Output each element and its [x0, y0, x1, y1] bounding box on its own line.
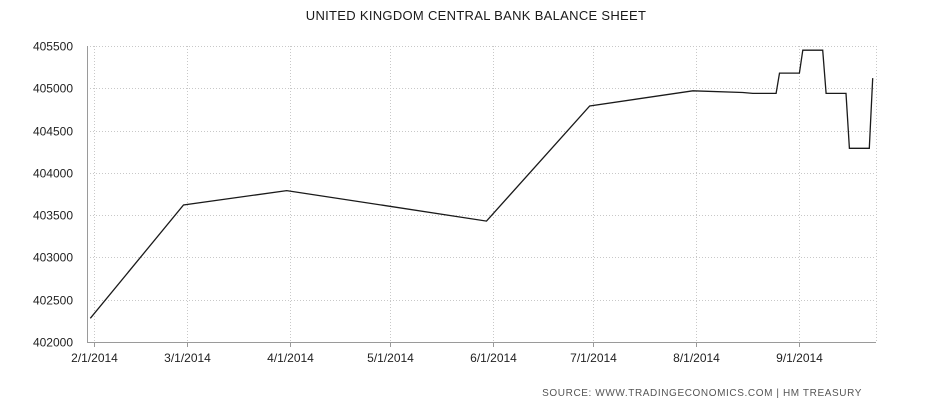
y-tick-label: 404000 — [33, 167, 73, 181]
y-tick-label: 402500 — [33, 294, 73, 308]
x-axis-tick-labels: 2/1/2014 3/1/2014 4/1/2014 5/1/2014 6/1/2014… — [71, 351, 823, 365]
x-tick-label: 3/1/2014 — [164, 351, 211, 365]
y-tick-label: 403000 — [33, 251, 73, 265]
axes — [87, 46, 876, 347]
grid-lines — [87, 46, 877, 343]
series-line — [89, 49, 874, 319]
series-layer — [89, 49, 874, 319]
chart-title: UNITED KINGDOM CENTRAL BANK BALANCE SHEE… — [305, 8, 647, 23]
x-tick-label: 8/1/2014 — [673, 351, 720, 365]
x-tick-label: 5/1/2014 — [367, 351, 414, 365]
y-tick-label: 405000 — [33, 82, 73, 96]
y-tick-label: 405500 — [33, 40, 73, 54]
x-tick-label: 9/1/2014 — [776, 351, 823, 365]
y-tick-label: 404500 — [33, 125, 73, 139]
y-tick-label: 402000 — [33, 336, 73, 350]
y-tick-label: 403500 — [33, 209, 73, 223]
x-tick-label: 7/1/2014 — [570, 351, 617, 365]
x-tick-label: 4/1/2014 — [267, 351, 314, 365]
source-attribution: SOURCE: WWW.TRADINGECONOMICS.COM | HM TR… — [542, 388, 862, 399]
x-tick-label: 6/1/2014 — [470, 351, 517, 365]
y-axis-tick-labels: 402000 402500 403000 403500 404000 404500 4050… — [33, 40, 73, 350]
x-tick-label: 2/1/2014 — [71, 351, 118, 365]
